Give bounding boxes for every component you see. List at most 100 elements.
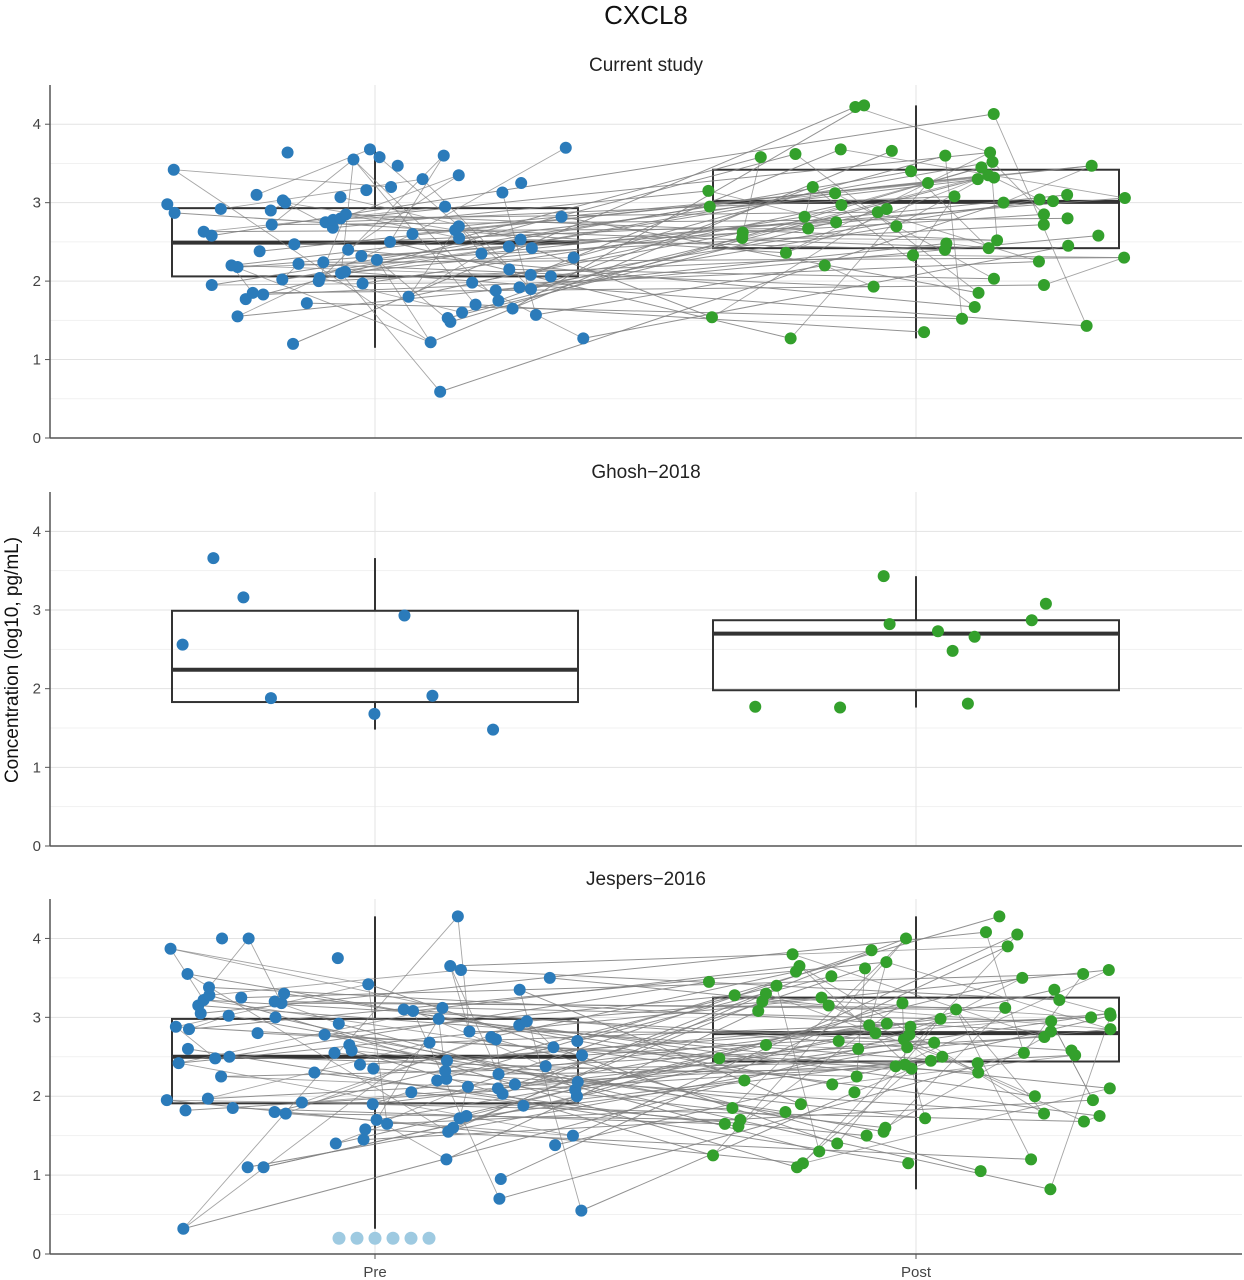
pair-line [440,202,1004,393]
point-post [794,1098,807,1111]
point-post [703,200,716,213]
point-pre [281,146,294,159]
pair-line [376,1018,440,1121]
pair-line [324,1034,448,1062]
pair-line [834,192,995,280]
pair-line [561,216,979,294]
point-post [904,1020,917,1033]
pair-line [732,938,907,1109]
point-pre [397,1003,410,1016]
pair-line [520,239,945,251]
panels-group: Current study01234Ghosh−201801234Jespers… [33,55,1242,1280]
pair-line [535,264,825,316]
y-tick-label: 2 [33,681,41,698]
point-pre [385,180,398,193]
point-post [928,1036,941,1049]
box-pre [171,609,579,704]
point-post [883,618,896,631]
pair-line [802,1087,1110,1164]
pair-line [449,965,499,1075]
pair-line [742,157,762,233]
point-pre [460,1109,473,1122]
point-post [825,970,838,983]
point-post [979,926,992,939]
pair-line [306,302,963,320]
point-post [940,237,953,250]
point-pre [503,263,516,276]
point-pre [169,1020,182,1033]
pair-line [351,1050,448,1062]
point-post [968,300,981,313]
point-pre [357,1133,370,1146]
point-post [1028,1090,1041,1103]
point-pre [179,1104,192,1117]
point-pre [543,971,556,984]
point-post [972,286,985,299]
point-pre [343,1038,356,1051]
pair-line [324,994,735,1036]
pair-line [886,961,1111,1030]
pair-line [804,166,982,218]
point-post [1077,967,1090,980]
point-post [939,149,952,162]
pair-line [883,1007,1006,1133]
point-post [971,173,984,186]
pair-line [335,1044,767,1145]
point-post [971,1057,984,1070]
point-post [1037,218,1050,231]
point-pre [226,1102,239,1115]
point-post [822,999,835,1012]
pair-line [912,254,1125,259]
pair-line [766,1044,859,1050]
point-pre [576,1049,589,1062]
point-post [789,148,802,161]
point-pre [318,1028,331,1041]
point-post [702,184,715,197]
pair-line [526,997,822,1022]
pair-line [858,1018,941,1050]
point-pre [475,247,488,260]
point-pre [181,967,194,980]
point-pre [279,1107,292,1120]
point-post [818,259,831,272]
pair-line [828,1005,1036,1097]
pair-line [389,155,445,243]
pair-line [792,953,1045,1038]
pair-line [178,1007,443,1064]
pair-line [376,224,1044,261]
pair-line [345,213,998,241]
point-pre [167,163,180,176]
point-pre [517,1099,530,1112]
facet-label: Ghosh−2018 [591,462,700,483]
point-post [738,1074,751,1087]
pair-line [376,259,432,343]
pair-line [301,1081,578,1103]
facet-label: Jespers−2016 [586,869,706,890]
pair-line [472,231,743,284]
censored-point [332,1231,346,1245]
point-post [877,570,890,583]
pair-line [241,973,1084,999]
point-pre [231,310,244,323]
pair-line [1049,1015,1112,1190]
point-post [889,1060,902,1073]
pair-line [854,1060,932,1093]
point-pre [524,282,537,295]
point-pre [402,290,415,303]
point-pre [268,1106,281,1118]
pair-line [252,284,1044,294]
point-post [982,169,995,182]
point-pre [491,1082,504,1095]
point-pre [253,245,266,258]
pair-line [903,977,1023,1040]
pair-line [203,999,583,1056]
point-pre [209,1052,222,1065]
pair-line [348,249,975,308]
point-post [880,1017,893,1030]
pair-line [209,994,798,1168]
point-post [784,332,797,345]
point-post [1025,1153,1038,1166]
pair-line [442,1007,1052,1022]
point-post [890,220,903,233]
point-post [999,1001,1012,1014]
